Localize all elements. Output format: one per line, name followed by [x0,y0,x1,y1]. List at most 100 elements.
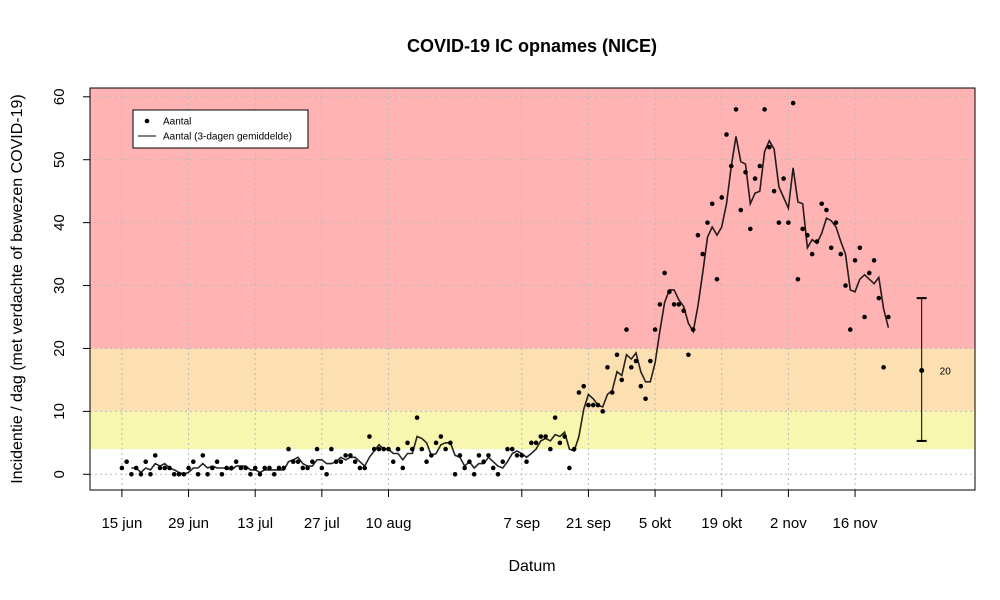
data-point [191,459,196,464]
data-point [367,434,372,439]
data-point [652,327,658,332]
data-point [843,283,848,288]
data-point [219,471,225,477]
data-point [452,471,458,477]
data-point [395,446,401,452]
data-point [443,446,448,452]
data-point [533,440,539,446]
data-point [195,471,201,477]
data-point [476,453,482,458]
data-point [828,245,834,251]
data-point [733,107,739,112]
x-tick-label: 7 sep [503,515,540,532]
data-point [790,100,796,106]
data-point [857,245,863,251]
x-tick-label: 16 nov [833,515,879,532]
data-point [257,471,263,477]
data-point [200,453,206,458]
data-point [824,207,829,213]
data-point [819,201,825,207]
data-point [433,440,439,446]
x-tick-label: 5 okt [639,515,672,532]
data-point [705,220,710,225]
data-point [586,402,591,408]
average-line [131,136,890,476]
data-point [552,415,558,420]
data-point [800,226,805,232]
y-tick-label: 40 [51,214,68,231]
data-point [871,258,877,263]
data-point [376,446,382,452]
data-point [514,453,520,458]
x-tick-label: 21 sep [566,515,611,532]
data-point [129,471,134,477]
data-point [119,465,125,471]
data-point [338,459,344,464]
y-tick-label: 60 [51,88,68,105]
data-point [643,396,648,402]
data-point [414,415,420,420]
data-point [714,276,720,282]
y-axis-label: Incidentie / dag (met verdachte of bewez… [9,94,26,484]
data-point [638,383,644,389]
data-point [538,434,544,439]
data-point [214,459,220,464]
data-point [676,302,682,307]
data-point [624,327,629,332]
y-tick-label: 10 [51,403,68,420]
interval-point [919,367,925,373]
data-point [471,471,477,477]
data-point [300,465,306,471]
y-tick-label: 20 [51,340,68,357]
data-point [329,446,334,452]
data-point [205,471,210,477]
data-point [343,453,348,458]
data-point [557,440,563,446]
x-tick-label: 2 nov [770,515,807,532]
data-point [700,251,705,257]
data-point [248,471,253,477]
data-point [752,176,758,181]
data-point [724,132,729,137]
data-point [524,459,529,464]
data-point [529,440,534,446]
x-tick-label: 15 jun [101,515,142,532]
data-point [438,434,444,439]
data-point [657,302,663,307]
data-point [490,465,496,471]
data-point [686,352,691,358]
data-point [419,446,425,452]
data-point [886,314,891,320]
data-point [671,302,677,307]
data-point [286,446,291,452]
legend-label: Aantal (3-dagen gemiddelde) [163,132,292,143]
data-point [357,465,363,471]
y-tick-label: 30 [51,277,68,294]
data-point [881,365,886,370]
data-point [500,459,506,464]
data-point [390,459,396,464]
data-point [619,377,625,383]
data-point [662,270,667,276]
data-point [324,471,329,477]
data-point [767,144,772,150]
data-point [271,471,277,477]
data-point [400,465,406,471]
legend-box [132,109,309,149]
data-point [319,465,325,471]
data-point [695,232,701,238]
data-point [295,459,301,464]
y-tick-label: 0 [51,470,68,478]
x-axis-label: Datum [508,558,555,575]
data-point [405,440,410,446]
legend-marker [144,118,150,124]
data-point [719,195,725,200]
data-point [852,258,858,263]
data-point [862,314,867,320]
data-point [795,276,801,282]
data-point [590,402,596,408]
data-point [738,207,744,213]
data-point [186,465,191,471]
data-point [605,365,610,370]
data-point [233,459,239,464]
